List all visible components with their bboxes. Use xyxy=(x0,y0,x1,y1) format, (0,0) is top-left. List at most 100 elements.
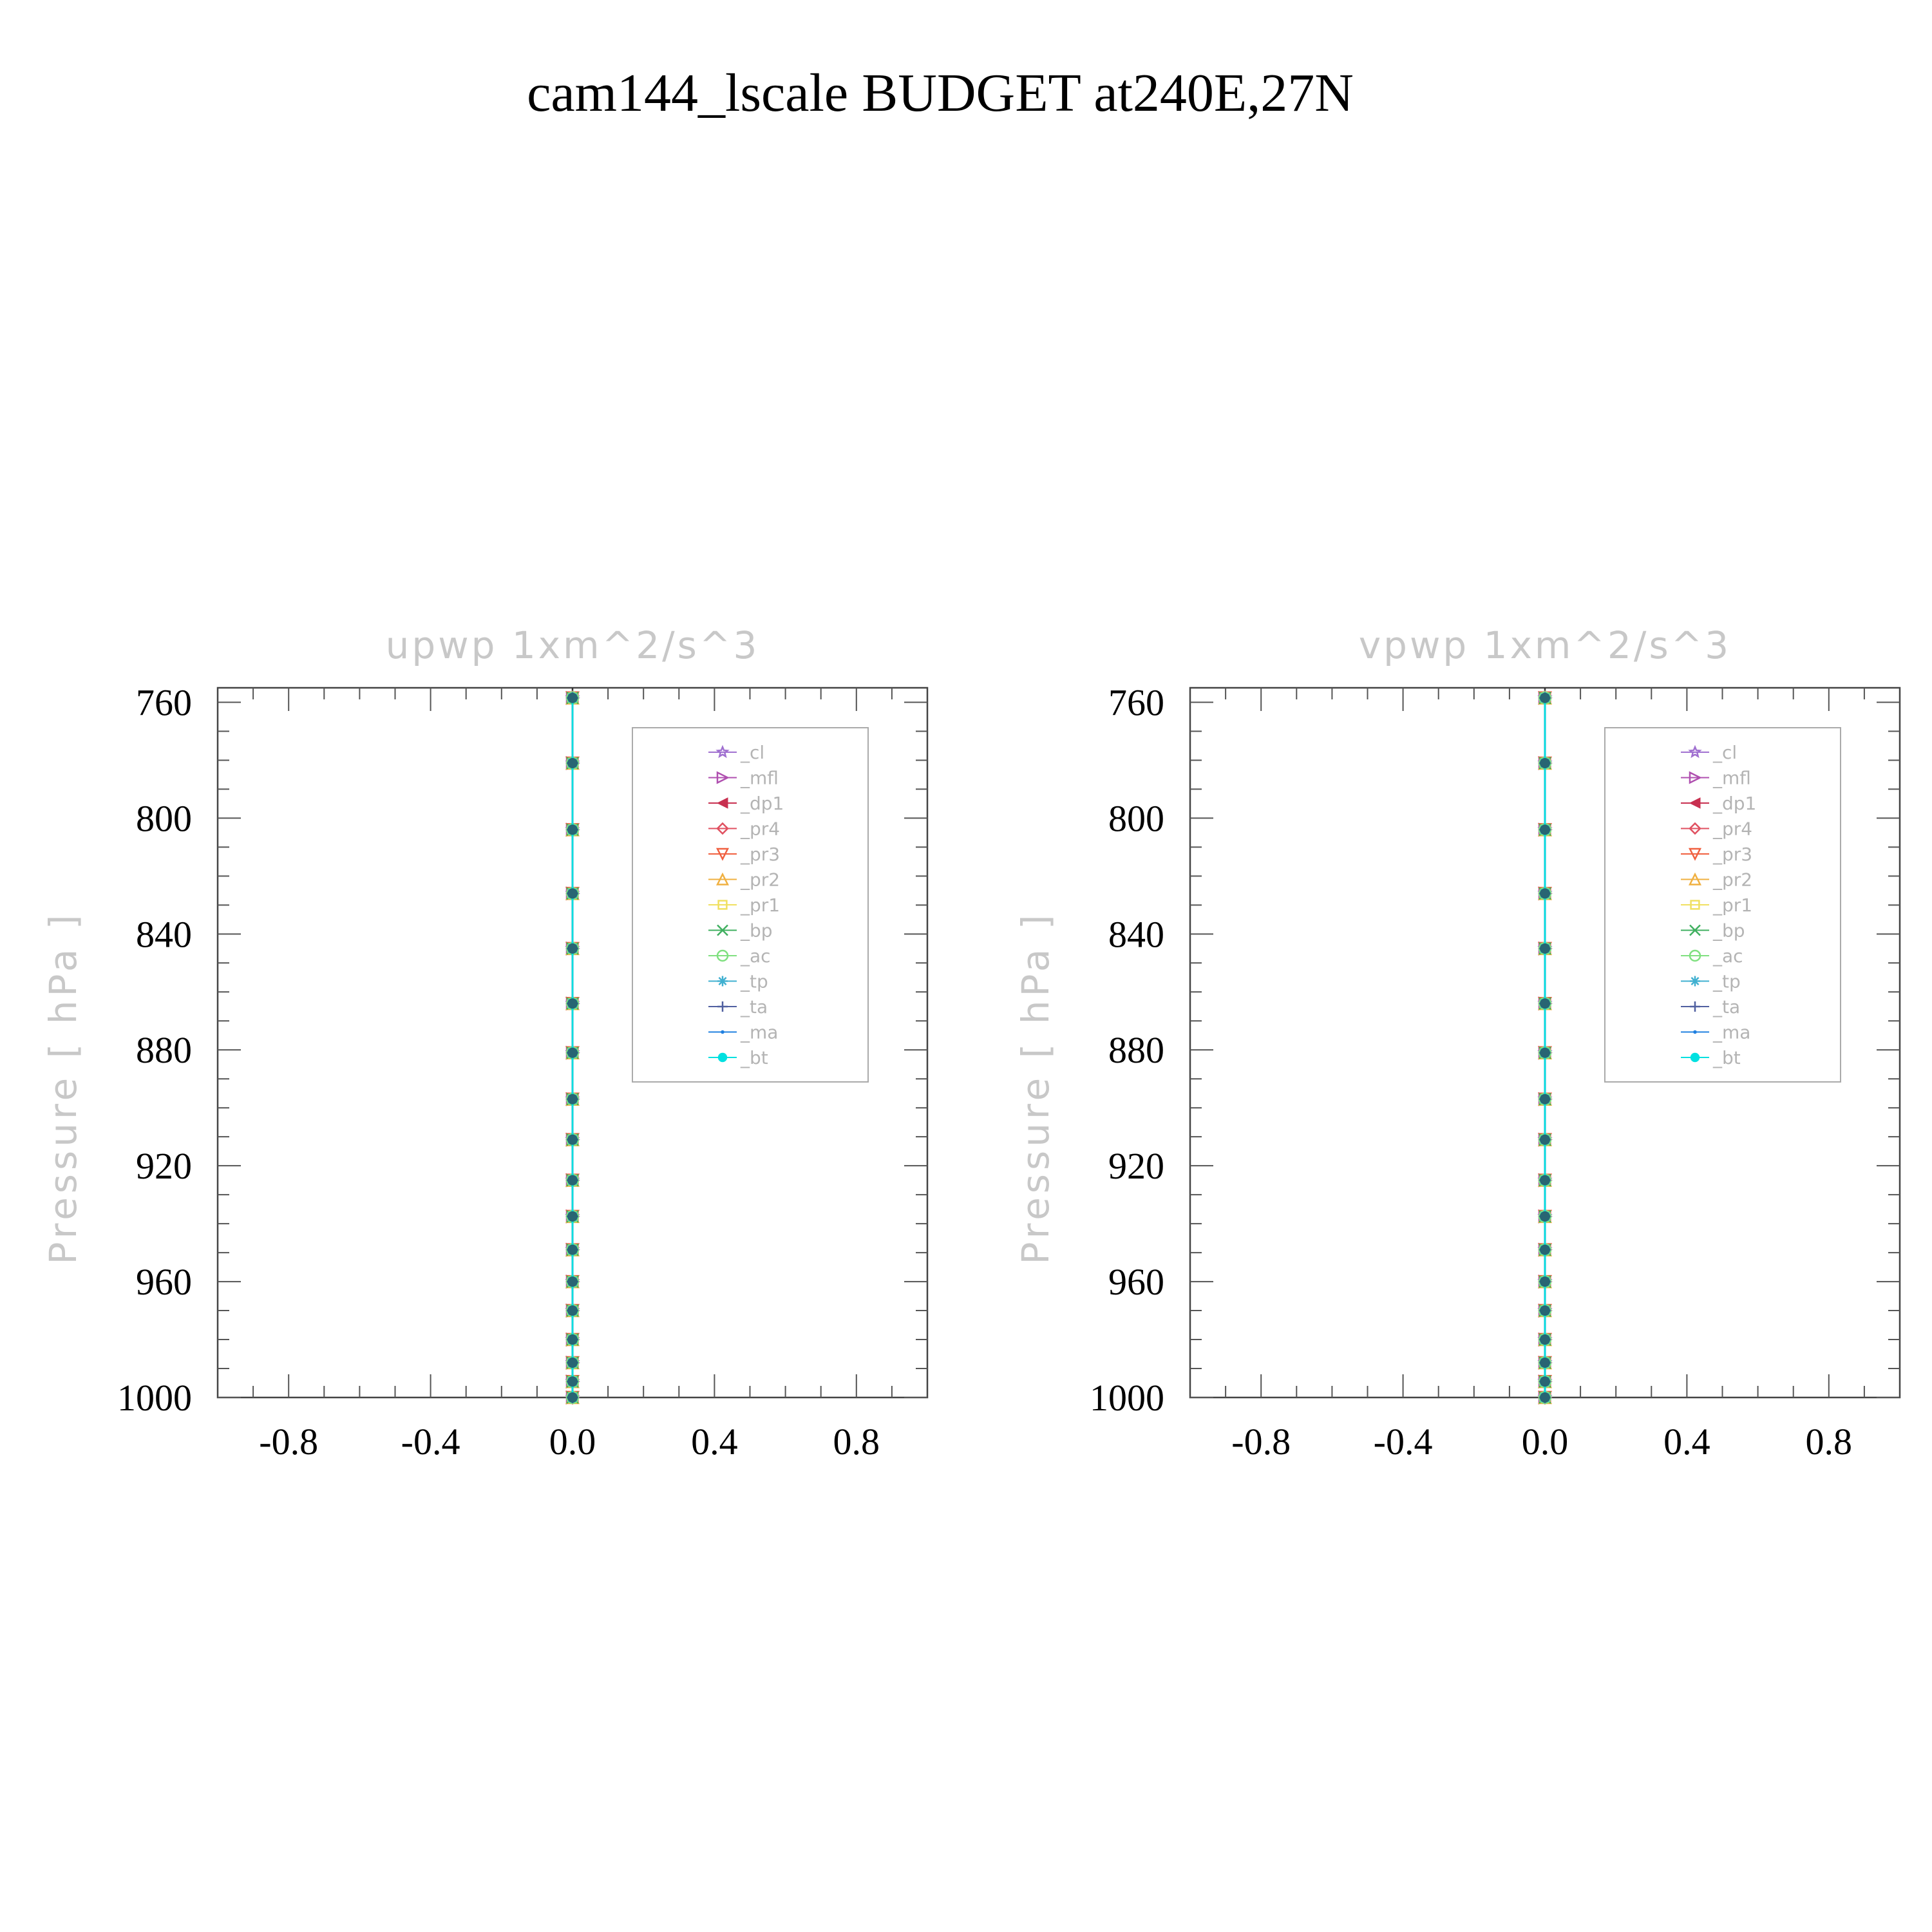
x-tick-label: -0.4 xyxy=(401,1421,460,1463)
overplot-point xyxy=(567,1358,578,1368)
legend-marker xyxy=(1690,976,1700,987)
legend-item: _cl xyxy=(708,742,764,763)
overplot-point xyxy=(1540,692,1550,703)
x-tick-label: 0.0 xyxy=(1522,1421,1569,1463)
figure-title: cam144_lscale BUDGET at240E,27N xyxy=(527,63,1354,123)
legend-marker xyxy=(1690,1052,1700,1063)
legend-label: _mfl xyxy=(1712,768,1751,789)
legend-marker xyxy=(717,900,728,910)
x-tick-label: 0.8 xyxy=(833,1421,880,1463)
y-tick-label: 800 xyxy=(1108,797,1164,839)
y-tick-label: 920 xyxy=(136,1145,192,1187)
axis-ticks xyxy=(218,688,927,1398)
y-tick-label: 800 xyxy=(136,797,192,839)
panel-1: upwp 1xm^2/s^3 Pressure [ hPa ] -0.8 -0.4 0.… xyxy=(41,623,929,1463)
legend-marker xyxy=(716,822,729,835)
y-tick-label: 880 xyxy=(1108,1029,1164,1071)
chart-panels: upwp 1xm^2/s^3 Pressure [ hPa ] -0.8 -0.4 0.… xyxy=(41,623,1901,1463)
legend-item: _bp xyxy=(1681,920,1745,942)
overplot-point xyxy=(567,888,578,899)
legend-label: _tp xyxy=(740,971,768,992)
legend-item: _tp xyxy=(1681,971,1741,992)
y-tick-label: 1000 xyxy=(117,1377,192,1419)
overplot-point xyxy=(567,1276,578,1287)
y-tick-label: 880 xyxy=(136,1029,192,1071)
y-tick-label: 960 xyxy=(1108,1261,1164,1303)
legend-item: _ta xyxy=(1681,996,1740,1018)
legend-item: _ac xyxy=(708,945,771,967)
legend-label: _pr2 xyxy=(1712,869,1752,891)
legend-label: _bt xyxy=(740,1047,768,1068)
legend-item: _bt xyxy=(1681,1047,1741,1068)
legend-marker xyxy=(717,976,728,987)
legend-marker xyxy=(1689,924,1701,936)
overplot-point xyxy=(567,1134,578,1145)
overplot-point xyxy=(567,1334,578,1345)
legend-label: _ma xyxy=(740,1022,778,1043)
overplot-point xyxy=(1540,757,1550,768)
legend-item: _pr2 xyxy=(1681,869,1752,891)
y-tick-label: 760 xyxy=(1108,681,1164,723)
legend-label: _bp xyxy=(740,920,773,942)
legend-item: _ma xyxy=(708,1022,778,1043)
series-group xyxy=(1537,690,1553,1405)
overplot-point xyxy=(567,1392,578,1403)
legend-item: _pr4 xyxy=(1681,819,1752,840)
legend-marker xyxy=(1688,872,1702,886)
overplot-point xyxy=(1540,1047,1550,1058)
y-tick-label: 760 xyxy=(136,681,192,723)
x-tick-label: -0.4 xyxy=(1374,1421,1433,1463)
overplot-point xyxy=(1540,1134,1550,1145)
overplot-point xyxy=(567,1175,578,1186)
y-tick-label: 960 xyxy=(136,1261,192,1303)
overplot-point xyxy=(567,943,578,954)
panel-title: upwp 1xm^2/s^3 xyxy=(386,623,760,667)
legend-item: _ta xyxy=(708,996,768,1018)
legend-item: _bt xyxy=(708,1047,768,1068)
x-tick-label: -0.8 xyxy=(1231,1421,1291,1463)
overplot-point xyxy=(567,824,578,835)
x-tick-label: -0.8 xyxy=(259,1421,318,1463)
overplot-point xyxy=(1540,1334,1550,1345)
legend-label: _ta xyxy=(740,996,768,1018)
overplot-point xyxy=(567,998,578,1009)
x-tick-label: 0.4 xyxy=(691,1421,738,1463)
y-tick-label: 920 xyxy=(1108,1145,1164,1187)
legend-marker xyxy=(1689,797,1701,809)
legend-label: _bt xyxy=(1712,1047,1741,1068)
legend-label: _tp xyxy=(1712,971,1741,992)
legend-item: _pr1 xyxy=(1681,895,1752,916)
legend-label: _pr4 xyxy=(740,819,780,840)
x-tick-label: 0.8 xyxy=(1806,1421,1853,1463)
legend-label: _pr4 xyxy=(1712,819,1752,840)
legend-item: _cl xyxy=(1681,742,1737,763)
legend-item: _pr3 xyxy=(1681,844,1752,865)
overplot-point xyxy=(1540,1358,1550,1368)
legend-marker xyxy=(716,771,730,784)
legend-marker xyxy=(715,872,730,886)
y-axis-label: Pressure [ hPa ] xyxy=(41,911,85,1265)
legend-item: _pr3 xyxy=(708,844,780,865)
y-tick-label: 840 xyxy=(1108,913,1164,955)
legend-label: _ma xyxy=(1712,1022,1750,1043)
overplot-point xyxy=(567,1211,578,1222)
series-group xyxy=(565,690,580,1405)
overplot-point xyxy=(1540,1305,1550,1316)
overplot-point xyxy=(1540,1276,1550,1287)
overplot-point xyxy=(1540,998,1550,1009)
overplot-point xyxy=(1540,1175,1550,1186)
legend-marker xyxy=(717,1001,728,1012)
overplot-point xyxy=(1540,943,1550,954)
legend-item: _pr1 xyxy=(708,895,780,916)
legend-label: _bp xyxy=(1712,920,1745,942)
legend-item: _mfl xyxy=(708,768,779,789)
legend-marker xyxy=(715,744,730,759)
legend-marker xyxy=(1690,900,1700,910)
legend-marker xyxy=(717,924,728,936)
overplot-point xyxy=(1540,1211,1550,1222)
legend-label: _pr3 xyxy=(1712,844,1752,865)
overplot-point xyxy=(567,1094,578,1104)
overplot-point xyxy=(567,1244,578,1255)
legend-label: _pr3 xyxy=(740,844,780,865)
overplot-point xyxy=(567,757,578,768)
